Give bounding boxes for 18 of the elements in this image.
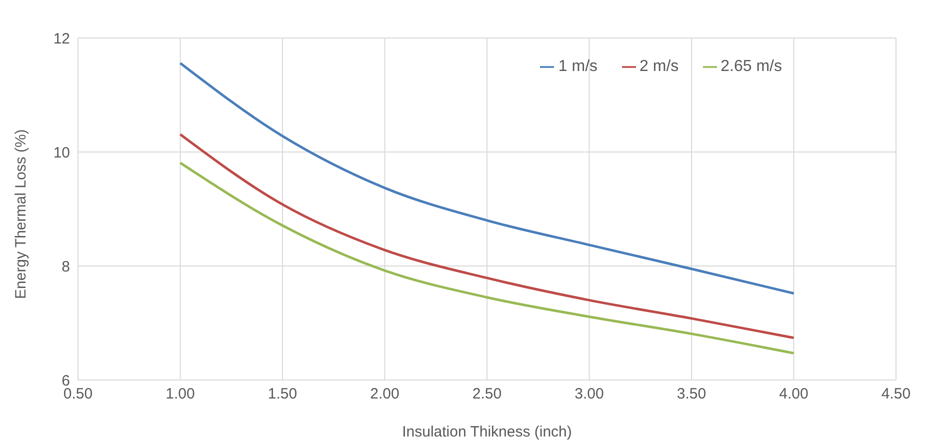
y-tick-label: 10 — [53, 144, 70, 162]
x-axis-title: Insulation Thikness (inch) — [402, 424, 572, 441]
x-tick-label: 3.00 — [574, 386, 604, 403]
x-tick-label: 2.00 — [370, 386, 400, 403]
y-axis-title: Energy Thermal Loss (%) — [12, 129, 30, 299]
line-series — [179, 162, 795, 354]
y-tick-label: 8 — [62, 258, 70, 276]
x-tick-label: 1.50 — [268, 386, 298, 403]
legend-label: 1 m/s — [558, 58, 598, 75]
legend-label: 2 m/s — [640, 58, 679, 75]
x-tick-label: 3.50 — [676, 386, 706, 403]
line-series — [179, 133, 795, 340]
x-tick-label: 1.00 — [166, 386, 195, 403]
x-tick-label: 4.50 — [881, 386, 911, 403]
legend-label: 2.65 m/s — [720, 58, 782, 75]
x-tick-label: 2.50 — [472, 386, 502, 403]
y-tick-label: 12 — [53, 30, 70, 48]
x-tick-label: 4.00 — [779, 386, 808, 403]
